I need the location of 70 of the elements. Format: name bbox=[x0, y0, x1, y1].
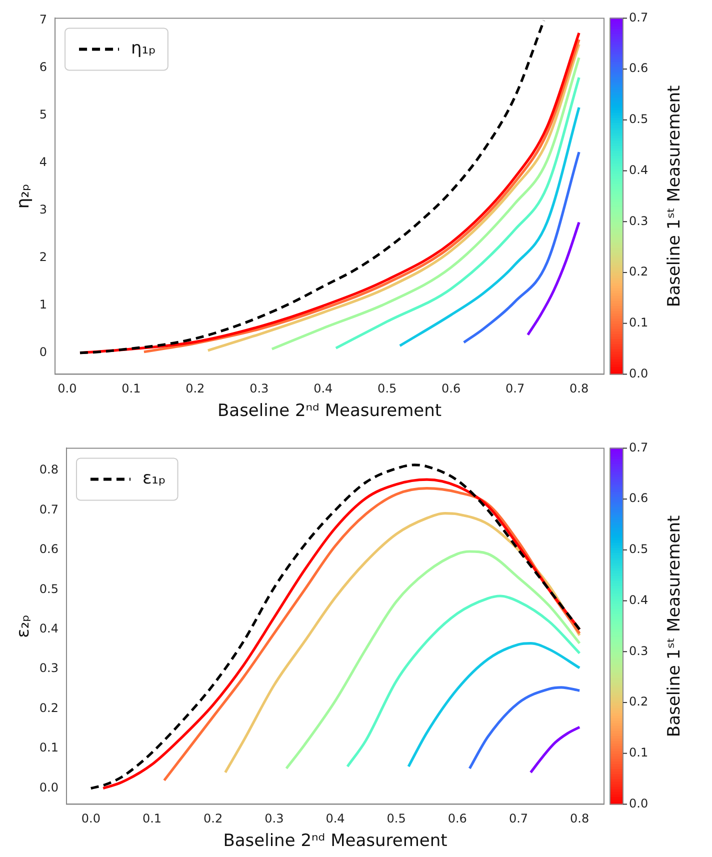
x-tick-label: 0.2 bbox=[186, 382, 205, 396]
line-series bbox=[270, 56, 580, 350]
y-tick-label: 0.0 bbox=[39, 780, 58, 794]
legend-label: ε₁ₚ bbox=[142, 468, 166, 489]
line-series bbox=[468, 686, 581, 770]
line-series bbox=[529, 726, 581, 774]
color-bar-label: 0.1 bbox=[629, 745, 648, 760]
line-series bbox=[346, 594, 581, 768]
x-tick-label: 0.3 bbox=[250, 382, 269, 396]
color-bar-label: 0.3 bbox=[629, 644, 648, 658]
color-bar-title: Baseline 1ˢᵗ Measurement bbox=[664, 84, 684, 308]
line-series bbox=[206, 43, 580, 352]
x-axis-title: Baseline 2ⁿᵈ Measurement bbox=[223, 831, 448, 852]
x-tick-label: 0.5 bbox=[386, 812, 406, 826]
color-bar-label: 0.0 bbox=[629, 796, 648, 810]
y-tick-label: 0.1 bbox=[39, 740, 58, 755]
color-bar-label: 0.2 bbox=[629, 264, 648, 279]
color-bar-label: 0.1 bbox=[629, 315, 648, 330]
y-tick-label: 1 bbox=[39, 298, 48, 312]
color-bar-label: 0.5 bbox=[629, 542, 648, 556]
y-tick-label: 2 bbox=[39, 250, 48, 264]
x-tick-label: 0.2 bbox=[204, 812, 223, 826]
y-tick-label: 0.6 bbox=[39, 542, 58, 556]
color-bar-label: 0.5 bbox=[629, 112, 648, 126]
color-bar-label: 0.2 bbox=[629, 694, 648, 709]
color-bar-label: 0.6 bbox=[629, 61, 648, 76]
y-tick-label: 0.3 bbox=[39, 661, 58, 676]
line-series bbox=[334, 76, 580, 350]
y-tick-label: 0.4 bbox=[39, 622, 58, 636]
x-tick-label: 0.5 bbox=[378, 382, 397, 396]
y-axis-title: ε₂ₚ bbox=[14, 614, 34, 638]
x-tick-label: 0.1 bbox=[142, 812, 162, 826]
x-tick-label: 0.6 bbox=[448, 812, 467, 826]
y-axis-title: η₂ₚ bbox=[14, 184, 34, 209]
line-series bbox=[398, 106, 580, 348]
color-bar-title: Baseline 1ˢᵗ Measurement bbox=[664, 514, 684, 738]
y-tick-label: 5 bbox=[39, 108, 48, 122]
y-tick-label: 4 bbox=[39, 155, 48, 170]
color-bar-label: 0.3 bbox=[629, 214, 648, 228]
y-tick-label: 0.8 bbox=[39, 462, 58, 477]
color-bar-label: 0.4 bbox=[629, 592, 648, 607]
x-axis-title: Baseline 2ⁿᵈ Measurement bbox=[217, 401, 442, 422]
x-tick-label: 0.7 bbox=[508, 812, 528, 826]
line-series bbox=[462, 150, 580, 344]
y-tick-label: 0.7 bbox=[39, 502, 58, 516]
legend-label: η₁ₚ bbox=[131, 38, 156, 59]
y-tick-label: 0.2 bbox=[39, 700, 58, 715]
line-series bbox=[407, 642, 581, 768]
y-tick-label: 0.5 bbox=[39, 582, 58, 596]
color-bar-label: 0.7 bbox=[629, 10, 648, 24]
y-tick-label: 6 bbox=[39, 60, 48, 74]
line-series bbox=[526, 221, 580, 336]
line-series bbox=[285, 550, 581, 770]
x-tick-label: 0.8 bbox=[570, 382, 589, 396]
x-tick-label: 0.0 bbox=[58, 382, 77, 396]
x-tick-label: 0.3 bbox=[264, 812, 284, 826]
color-bar-label: 0.7 bbox=[629, 440, 648, 454]
x-tick-label: 0.8 bbox=[570, 812, 590, 826]
x-tick-label: 0.7 bbox=[506, 382, 525, 396]
x-tick-label: 0.6 bbox=[442, 382, 461, 396]
x-tick-label: 0.0 bbox=[81, 812, 100, 826]
y-tick-label: 0 bbox=[39, 344, 48, 359]
y-tick-label: 7 bbox=[39, 12, 48, 27]
color-bar-label: 0.4 bbox=[629, 162, 648, 177]
color-bar-label: 0.6 bbox=[629, 491, 648, 506]
color-bar-label: 0.0 bbox=[629, 366, 648, 380]
x-tick-label: 0.4 bbox=[326, 812, 345, 826]
x-tick-label: 0.1 bbox=[122, 382, 141, 396]
y-tick-label: 3 bbox=[39, 202, 48, 217]
x-tick-label: 0.4 bbox=[314, 382, 333, 396]
